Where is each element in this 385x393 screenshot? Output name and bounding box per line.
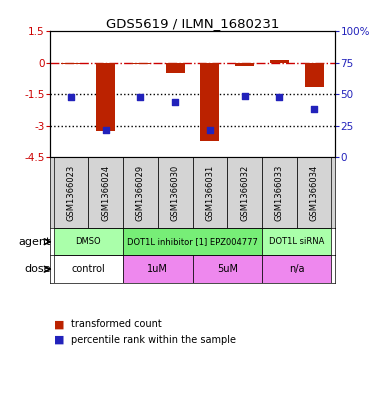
Bar [297, 157, 331, 228]
Text: ■: ■ [54, 335, 64, 345]
Text: percentile rank within the sample: percentile rank within the sample [71, 335, 236, 345]
Bar [305, 63, 324, 87]
Point [311, 106, 317, 112]
Bar [54, 157, 88, 228]
Point [241, 92, 248, 99]
Bar [200, 63, 219, 141]
Text: GSM1366033: GSM1366033 [275, 164, 284, 221]
Point [172, 99, 178, 105]
Bar [158, 157, 192, 228]
Text: GSM1366030: GSM1366030 [171, 164, 180, 221]
Bar [166, 63, 185, 73]
Bar [61, 63, 80, 64]
Bar [192, 255, 262, 283]
Bar [192, 157, 227, 228]
Bar [123, 228, 262, 255]
Bar [131, 63, 150, 64]
Point [68, 94, 74, 100]
Text: GSM1366032: GSM1366032 [240, 164, 249, 221]
Text: DOT1L siRNA: DOT1L siRNA [269, 237, 325, 246]
Text: dose: dose [24, 264, 51, 274]
Text: GSM1366031: GSM1366031 [205, 164, 214, 221]
Text: GSM1366034: GSM1366034 [310, 164, 319, 221]
Text: 5uM: 5uM [217, 264, 238, 274]
Title: GDS5619 / ILMN_1680231: GDS5619 / ILMN_1680231 [106, 17, 279, 30]
Bar [54, 228, 123, 255]
Text: DMSO: DMSO [75, 237, 101, 246]
Bar [227, 157, 262, 228]
Text: GSM1366023: GSM1366023 [66, 164, 75, 221]
Bar [88, 157, 123, 228]
Bar [96, 63, 115, 131]
Text: GSM1366029: GSM1366029 [136, 165, 145, 220]
Text: 1uM: 1uM [147, 264, 168, 274]
Bar [262, 255, 331, 283]
Text: DOT1L inhibitor [1] EPZ004777: DOT1L inhibitor [1] EPZ004777 [127, 237, 258, 246]
Text: agent: agent [18, 237, 51, 247]
Bar [270, 61, 289, 63]
Text: control: control [71, 264, 105, 274]
Text: n/a: n/a [289, 264, 305, 274]
Bar [123, 255, 192, 283]
Point [276, 94, 283, 100]
Bar [54, 255, 123, 283]
Point [137, 94, 144, 100]
Bar [235, 63, 254, 66]
Point [102, 127, 109, 133]
Text: GSM1366024: GSM1366024 [101, 165, 110, 220]
Text: transformed count: transformed count [71, 319, 162, 329]
Bar [123, 157, 158, 228]
Bar [262, 157, 297, 228]
Text: ■: ■ [54, 319, 64, 329]
Point [207, 127, 213, 133]
Bar [262, 228, 331, 255]
